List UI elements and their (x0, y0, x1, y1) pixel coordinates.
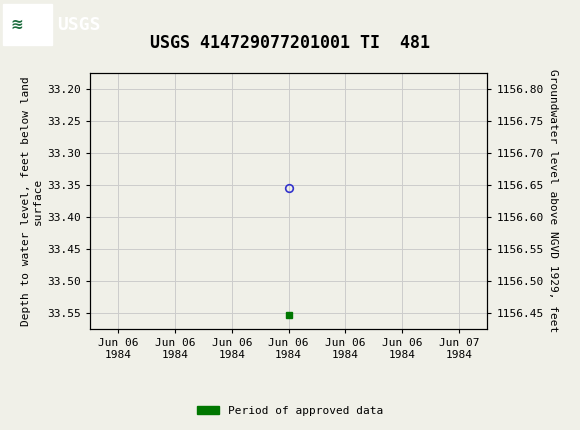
Bar (3, 4, 52, 46)
Y-axis label: Depth to water level, feet below land
surface: Depth to water level, feet below land su… (21, 76, 43, 326)
Text: USGS 414729077201001 TI  481: USGS 414729077201001 TI 481 (150, 34, 430, 52)
Text: ≋: ≋ (10, 17, 23, 32)
Text: USGS: USGS (57, 16, 100, 34)
Legend: Period of approved data: Period of approved data (193, 401, 387, 420)
Y-axis label: Groundwater level above NGVD 1929, feet: Groundwater level above NGVD 1929, feet (548, 69, 557, 333)
